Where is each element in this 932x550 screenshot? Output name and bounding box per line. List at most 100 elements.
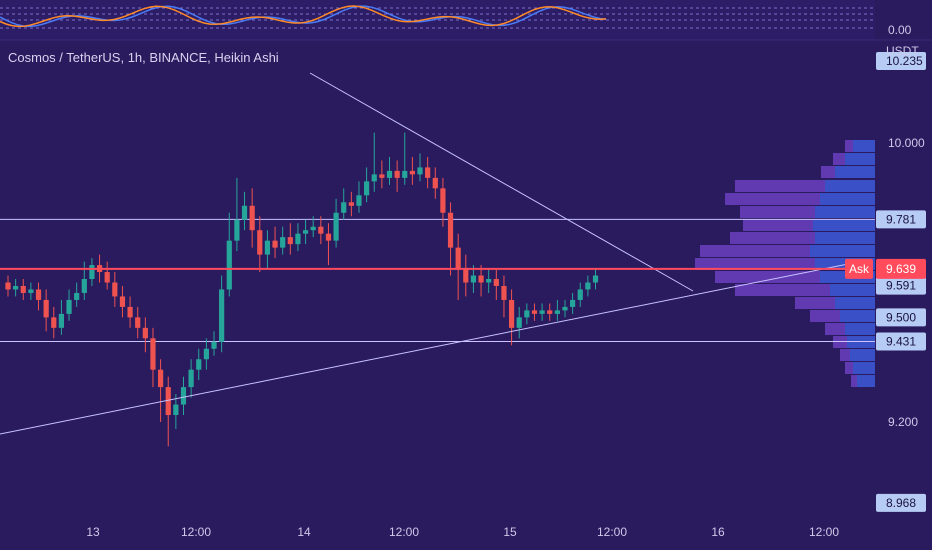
candle-body[interactable] xyxy=(348,202,354,206)
price-badge-8-968-text: 8.968 xyxy=(886,496,916,510)
time-axis[interactable]: 13 12:00 14 12:00 15 12:00 16 12:00 xyxy=(86,525,839,539)
candle-body[interactable] xyxy=(5,282,11,290)
candle-body[interactable] xyxy=(455,247,461,269)
oscillator-background xyxy=(0,0,875,40)
candle-body[interactable] xyxy=(58,313,65,328)
candle-body[interactable] xyxy=(119,296,126,307)
candle-body[interactable] xyxy=(425,167,431,178)
candle-body[interactable] xyxy=(356,195,362,206)
candle-body[interactable] xyxy=(28,289,34,293)
candle-body[interactable] xyxy=(264,240,271,255)
candle-body[interactable] xyxy=(188,369,194,388)
candle-body[interactable] xyxy=(196,359,202,370)
profile-bar-down xyxy=(845,362,853,374)
time-tick-label: 12:00 xyxy=(597,525,627,539)
candle-body[interactable] xyxy=(417,167,423,175)
candle-body[interactable] xyxy=(592,275,599,283)
candle-body[interactable] xyxy=(493,279,499,286)
candle-body[interactable] xyxy=(318,226,324,234)
candle-body[interactable] xyxy=(371,174,377,182)
candle-body[interactable] xyxy=(379,174,385,178)
candle-body[interactable] xyxy=(81,279,87,293)
candle-body[interactable] xyxy=(272,240,278,248)
candle-body[interactable] xyxy=(364,181,370,196)
candle-body[interactable] xyxy=(173,404,179,416)
candle-body[interactable] xyxy=(165,387,171,416)
candle-body[interactable] xyxy=(440,188,446,213)
candle-body[interactable] xyxy=(570,299,576,307)
candle-body[interactable] xyxy=(409,170,415,175)
candle-body[interactable] xyxy=(89,265,95,280)
candle-body[interactable] xyxy=(341,202,347,213)
price-axis[interactable]: 10.0009.2008.80010.2359.7819.5919.5009.4… xyxy=(845,52,926,550)
candles[interactable] xyxy=(5,132,599,447)
candle-body[interactable] xyxy=(234,219,240,241)
candle-body[interactable] xyxy=(257,230,263,255)
candle-body[interactable] xyxy=(302,230,309,234)
candle-body[interactable] xyxy=(226,240,232,290)
price-badge-9-500 xyxy=(876,308,926,327)
candle-body[interactable] xyxy=(310,226,316,231)
profile-bar-down xyxy=(845,140,853,152)
rising-support-trendline[interactable] xyxy=(0,263,849,435)
candle-body[interactable] xyxy=(508,299,515,328)
candle-body[interactable] xyxy=(470,275,477,283)
candle-body[interactable] xyxy=(158,369,164,388)
profile-bar-down xyxy=(851,375,857,387)
candle-body[interactable] xyxy=(104,272,110,283)
falling-resistance-trendline[interactable] xyxy=(309,72,694,292)
candle-body[interactable] xyxy=(13,285,19,290)
candle-body[interactable] xyxy=(501,285,507,300)
profile-bar-down xyxy=(700,245,810,257)
trendlines[interactable] xyxy=(0,72,849,435)
candle-body[interactable] xyxy=(478,275,484,283)
candle-body[interactable] xyxy=(547,310,553,314)
candle-body[interactable] xyxy=(463,268,469,283)
candle-body[interactable] xyxy=(394,170,400,178)
candle-body[interactable] xyxy=(43,299,49,318)
profile-bar-down xyxy=(833,336,847,348)
candle-body[interactable] xyxy=(524,310,530,318)
candle-body[interactable] xyxy=(531,310,538,314)
candle-body[interactable] xyxy=(127,306,133,318)
oscillator-pane xyxy=(0,0,932,41)
candle-body[interactable] xyxy=(486,279,492,283)
candle-body[interactable] xyxy=(219,289,225,342)
candle-body[interactable] xyxy=(150,338,156,370)
profile-bar-up xyxy=(850,349,875,361)
ask-label-text: Ask xyxy=(849,262,870,276)
candle-body[interactable] xyxy=(562,306,568,311)
candle-body[interactable] xyxy=(432,177,438,189)
candle-body[interactable] xyxy=(333,212,339,241)
candle-body[interactable] xyxy=(51,317,57,328)
candle-body[interactable] xyxy=(325,233,332,241)
candle-body[interactable] xyxy=(516,317,522,328)
candle-body[interactable] xyxy=(20,285,26,293)
candle-body[interactable] xyxy=(180,387,187,405)
candle-body[interactable] xyxy=(554,310,560,314)
candle-body[interactable] xyxy=(142,327,148,339)
candle-body[interactable] xyxy=(135,317,141,328)
candle-body[interactable] xyxy=(295,233,301,245)
candle-body[interactable] xyxy=(74,292,80,300)
profile-bar-up xyxy=(840,310,875,322)
candle-body[interactable] xyxy=(66,299,72,314)
candle-body[interactable] xyxy=(577,289,583,300)
profile-bar-up xyxy=(815,206,875,218)
candle-body[interactable] xyxy=(203,348,209,360)
candle-body[interactable] xyxy=(287,237,293,245)
candle-body[interactable] xyxy=(211,341,217,349)
candle-body[interactable] xyxy=(402,170,408,178)
price-badge-8-968 xyxy=(876,493,926,512)
candle-body[interactable] xyxy=(280,237,286,248)
candle-body[interactable] xyxy=(249,205,255,231)
candle-body[interactable] xyxy=(539,310,545,314)
candle-body[interactable] xyxy=(386,170,393,178)
candle-body[interactable] xyxy=(241,205,248,220)
candle-body[interactable] xyxy=(112,282,118,297)
oscillator-value: 0.00 xyxy=(888,23,912,37)
candle-body[interactable] xyxy=(447,212,454,248)
candle-body[interactable] xyxy=(585,282,591,290)
candle-body[interactable] xyxy=(35,289,42,300)
